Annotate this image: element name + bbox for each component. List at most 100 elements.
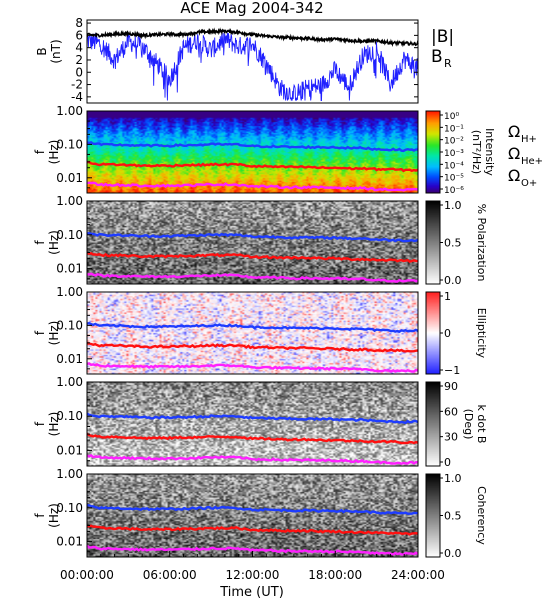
x-tick-label: 18:00:00 — [308, 568, 362, 582]
y-axis-unit: (Hz) — [47, 140, 61, 165]
y-tick-label: -2 — [71, 78, 83, 92]
legend-gyro-symbol: Ω — [508, 144, 520, 163]
series-br-line — [86, 32, 419, 101]
colorbar-label: Ellipticity — [475, 308, 488, 359]
panel-wave-normal-angle: 1.00 0.10 0.01 f (Hz) 90 60 30 0 k dot B(Deg) — [33, 375, 488, 469]
y-axis-label: f — [33, 421, 47, 426]
colorbar-tick-label: 0 — [444, 327, 451, 340]
gyro-o-line — [86, 362, 419, 373]
colorbar-tick-label: 60 — [444, 405, 458, 418]
y-tick-label: 0.10 — [56, 137, 83, 151]
colorbar-tick-label: 90 — [444, 380, 458, 393]
x-tick-label: 06:00:00 — [143, 568, 197, 582]
colorbar-tick-label: 0 — [444, 456, 451, 469]
legend-gyro-he: He+ — [521, 156, 543, 167]
colorbar — [426, 111, 440, 193]
colorbar-label: Intensity — [483, 128, 496, 176]
panel-frame — [86, 291, 419, 375]
colorbar-label: % Polarization — [475, 204, 488, 282]
y-axis-unit: (Hz) — [47, 321, 61, 346]
y-tick-label: 1.00 — [56, 467, 83, 481]
panel-coherency: 1.00 0.10 0.01 f (Hz) 1.0 0.5 0.0 Coherency — [33, 467, 488, 560]
gyro-o-line — [86, 544, 419, 556]
colorbar-unit: (nT²/Hz) — [470, 130, 483, 174]
series-b-total-line — [86, 27, 419, 48]
y-axis-label: f — [33, 240, 47, 245]
spectrogram-image — [87, 474, 418, 557]
y-tick-label: 1.00 — [56, 375, 83, 389]
y-axis-label: f — [33, 330, 47, 335]
y-tick-label: 0.01 — [56, 352, 83, 366]
panel-frame — [86, 110, 419, 194]
y-tick-label: 0.10 — [56, 501, 83, 515]
colorbar-tick-label: 1.0 — [444, 199, 462, 212]
spectrogram-image — [87, 382, 418, 466]
y-tick-label: 0.10 — [56, 318, 83, 332]
y-tick-label: 0.10 — [56, 409, 83, 423]
legend-gyro-o: O+ — [521, 178, 537, 189]
colorbar — [426, 474, 440, 557]
y-tick-label: 8 — [75, 16, 83, 30]
colorbar-tick-label: 1.0 — [444, 472, 462, 485]
colorbar — [426, 382, 440, 466]
legend-gyro-symbol: Ω — [508, 166, 520, 185]
panel-frame — [86, 381, 419, 467]
gyro-h-line — [86, 412, 419, 425]
gyro-he-line — [87, 524, 419, 536]
gyro-he-line — [86, 251, 419, 264]
spectrogram-image — [87, 201, 418, 284]
y-axis-unit: (Hz) — [47, 230, 61, 255]
colorbar-tick-label: 1 — [444, 290, 451, 303]
y-axis-unit: (nT) — [49, 39, 63, 63]
y-axis-unit: (Hz) — [47, 503, 61, 528]
panel-intensity: 1.00 0.10 0.01 f (Hz) 10⁰ 10⁻¹ 10⁻² 10⁻³ 10⁻⁴ 10⁻⁵… — [33, 104, 543, 196]
panel-polarization: 1.00 0.10 0.01 f (Hz) 1.0 0.5 0.0 % Polarization — [33, 194, 488, 287]
legend-br: B — [431, 47, 443, 67]
figure-title: ACE Mag 2004-342 — [180, 0, 323, 17]
colorbar-tick-label: 0.0 — [444, 547, 462, 560]
colorbar-frame — [425, 381, 441, 467]
colorbar-tick-label: 10⁻⁴ — [444, 161, 464, 171]
spectrogram-image — [87, 111, 418, 193]
colorbar-tick-label: 10⁰ — [444, 112, 459, 122]
y-tick-label: 0.01 — [56, 171, 83, 185]
gyro-o-line — [86, 453, 419, 465]
y-tick-label: 1.00 — [56, 285, 83, 299]
y-tick-label: 0.01 — [56, 535, 83, 549]
spectrogram-image — [87, 292, 418, 374]
x-tick-label: 12:00:00 — [226, 568, 280, 582]
colorbar-tick-label: 10⁻² — [444, 137, 464, 147]
y-tick-label: 0.01 — [56, 443, 83, 457]
x-tick-label: 00:00:00 — [60, 568, 114, 582]
colorbar-tick-label: 0.5 — [444, 237, 462, 250]
legend-b-total: |B| — [431, 27, 454, 47]
colorbar-tick-label: 0.0 — [444, 274, 462, 287]
colorbar-tick-label: 30 — [444, 431, 458, 444]
gyro-h-line — [86, 321, 419, 334]
colorbar-label: k dot B — [475, 405, 488, 444]
y-tick-label: 1.00 — [56, 194, 83, 208]
gyro-o-line — [86, 272, 419, 283]
y-tick-label: 0 — [75, 65, 83, 79]
colorbar — [426, 292, 440, 374]
colorbar — [426, 201, 440, 284]
y-tick-label: 4 — [75, 41, 83, 55]
colorbar-tick-label: 10⁻⁶ — [444, 186, 464, 196]
panel-ellipticity: 1.00 0.10 0.01 f (Hz) 1 0 −1 Ellipticity — [33, 285, 488, 377]
gyro-h-line — [86, 231, 419, 243]
legend-gyro-symbol: Ω — [508, 122, 520, 141]
y-axis-label: f — [33, 149, 47, 154]
x-axis: 00:00:00 06:00:00 12:00:00 18:00:00 24:00:00 — [60, 551, 445, 582]
y-tick-label: 1.00 — [56, 104, 83, 118]
legend-gyro-h: H+ — [521, 134, 537, 145]
colorbar-tick-label: 10⁻⁵ — [444, 174, 464, 184]
y-axis-unit: (Hz) — [47, 412, 61, 437]
x-tick-label: 24:00:00 — [391, 568, 445, 582]
panel-frame — [86, 19, 419, 104]
y-axis-label: f — [33, 513, 47, 518]
gyro-he-line — [86, 342, 419, 353]
gyro-h-line — [86, 140, 419, 153]
y-tick-label: 6 — [75, 28, 83, 42]
